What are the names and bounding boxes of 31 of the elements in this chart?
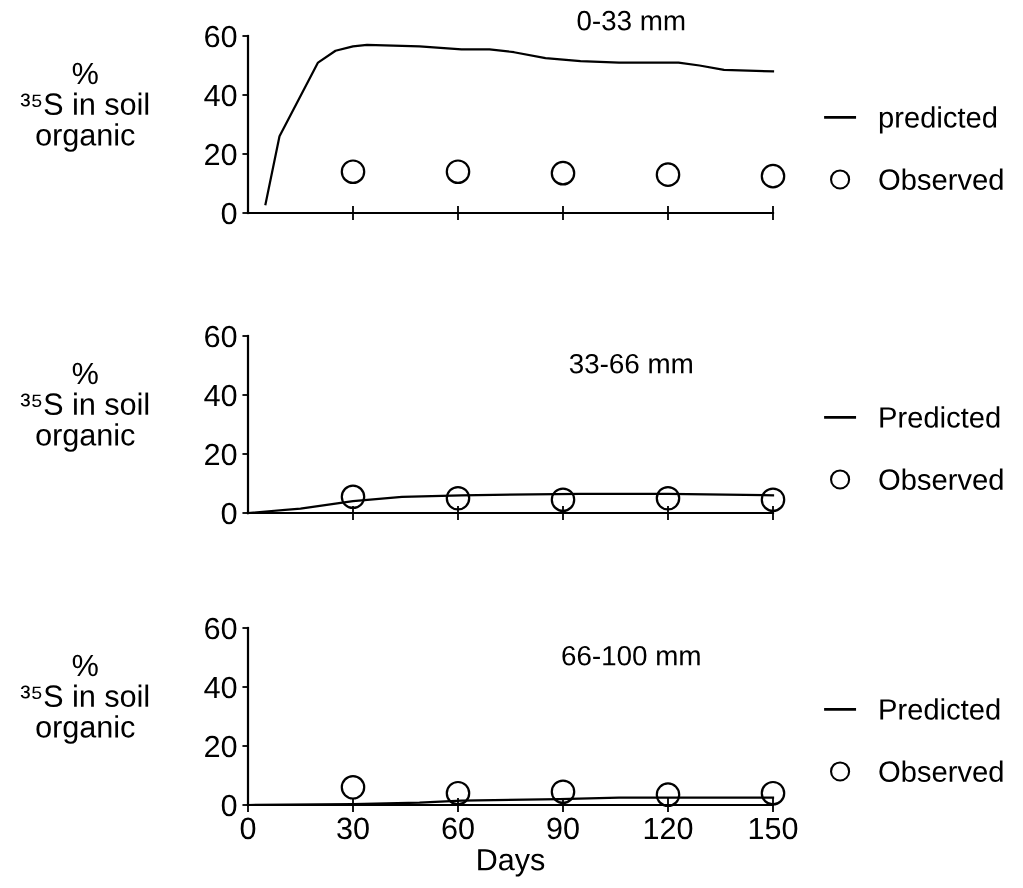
legend-label: Observed	[879, 468, 1003, 490]
x-tick-label: 90	[547, 817, 579, 840]
legend-label: Observed	[879, 760, 1003, 782]
y-tick-label: 0	[221, 202, 237, 225]
y-tick-label: 40	[204, 676, 237, 699]
y-tick-label: 60	[205, 617, 237, 640]
text: 0-33 mm	[577, 10, 685, 31]
x-tick-label: 150	[749, 817, 798, 840]
y-axis-title: % ³⁵S in soil organic	[20, 62, 149, 152]
y-tick-label: 40	[204, 84, 237, 107]
x-tick-label: 30	[337, 817, 369, 840]
y-tick-label: 0	[221, 794, 237, 817]
y-axis-title: % ³⁵S in soil organic	[20, 654, 149, 744]
y-tick-label: 20	[205, 735, 237, 758]
x-tick-label: 60	[442, 817, 474, 840]
y-tick-label: 0	[221, 502, 237, 525]
legend-label: Predicted	[880, 406, 1000, 428]
y-tick-label: 40	[204, 384, 237, 407]
x-tick-label: 0	[240, 817, 256, 840]
annotation: 66-100 mm	[562, 645, 700, 666]
x-axis-title: Days	[478, 849, 545, 877]
y-axis-title: % ³⁵S in soil organic	[20, 362, 149, 452]
legend-label: Observed	[879, 168, 1003, 190]
legend-label: predicted	[879, 106, 997, 134]
y-tick-label: 60	[205, 325, 237, 348]
y-tick-label: 60	[205, 25, 237, 48]
y-tick-label: 20	[205, 143, 237, 166]
x-tick-label: 120	[644, 817, 693, 840]
legend-label: Predicted	[880, 698, 1000, 720]
annotation: 33-66 mm	[569, 353, 692, 374]
y-tick-label: 20	[205, 443, 237, 466]
